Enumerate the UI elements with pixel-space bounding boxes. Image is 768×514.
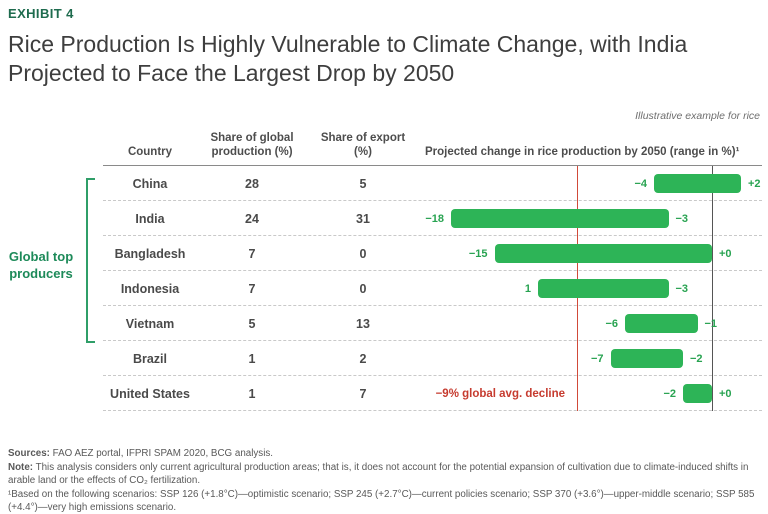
table-row: India 24 31 −18 −3 xyxy=(0,201,768,236)
range-low-label: −2 xyxy=(663,387,676,400)
global-average-annotation: −9% global avg. decline xyxy=(435,387,565,400)
row-separator xyxy=(103,235,762,236)
table-row: United States 1 7 −2 +0 −9% global avg. … xyxy=(0,376,768,411)
range-high-label: −1 xyxy=(704,317,718,330)
production-cell: 28 xyxy=(245,176,259,191)
export-cell: 31 xyxy=(356,211,370,226)
country-cell: China xyxy=(132,176,168,191)
country-cell: Brazil xyxy=(132,351,168,366)
column-header-export: Share of export (%) xyxy=(320,132,406,158)
group-bracket xyxy=(86,178,95,343)
range-low-label: −18 xyxy=(425,212,444,225)
page-title-line1: Rice Production Is Highly Vulnerable to … xyxy=(8,31,688,57)
page-title-line2: Projected to Face the Largest Drop by 20… xyxy=(8,60,455,86)
illustrative-note: Illustrative example for rice xyxy=(635,110,760,122)
footnote-line: ¹Based on the following scenarios: SSP 1… xyxy=(8,488,760,514)
row-separator xyxy=(103,340,762,341)
country-cell: United States xyxy=(110,386,190,401)
range-low-label: −6 xyxy=(605,317,618,330)
country-cell: Bangladesh xyxy=(114,246,186,261)
production-cell: 24 xyxy=(245,211,259,226)
production-cell: 7 xyxy=(248,246,256,261)
range-bar xyxy=(610,349,683,368)
zero-reference-line xyxy=(712,166,713,411)
sources-text: FAO AEZ portal, IFPRI SPAM 2020, BCG ana… xyxy=(49,448,273,459)
range-high-label: −3 xyxy=(675,212,689,225)
export-cell: 0 xyxy=(359,246,367,261)
column-header-projection: Projected change in rice production by 2… xyxy=(425,146,740,158)
range-low-label: −7 xyxy=(590,352,604,365)
production-cell: 5 xyxy=(248,316,256,331)
sources-label: Sources: xyxy=(8,448,50,459)
column-header-country: Country xyxy=(127,146,173,158)
country-cell: Vietnam xyxy=(125,316,175,331)
production-cell: 7 xyxy=(248,281,256,296)
range-low-label: −4 xyxy=(634,177,647,190)
range-high-label: −2 xyxy=(690,352,703,365)
table-row: Brazil 1 2 −7 −2 xyxy=(0,341,768,376)
row-separator xyxy=(103,270,762,271)
export-cell: 0 xyxy=(359,281,367,296)
table-rows: China 28 5 −4 +2 India 24 31 −18 −3 Bang… xyxy=(0,166,768,411)
row-separator xyxy=(103,375,762,376)
production-cell: 1 xyxy=(248,351,256,366)
table-row: Bangladesh 7 0 −15 +0 xyxy=(0,236,768,271)
page-title: Rice Production Is Highly Vulnerable to … xyxy=(8,30,738,88)
range-bar xyxy=(683,384,712,403)
country-cell: India xyxy=(135,211,165,226)
table-row: China 28 5 −4 +2 xyxy=(0,166,768,201)
column-header-production: Share of global production (%) xyxy=(210,132,294,158)
row-separator xyxy=(103,410,762,411)
group-label: Global top producers xyxy=(8,249,74,281)
production-cell: 1 xyxy=(248,386,256,401)
header-rule xyxy=(103,165,762,166)
export-cell: 13 xyxy=(356,316,370,331)
export-cell: 5 xyxy=(359,176,367,191)
range-bar xyxy=(451,209,669,228)
footnote-text: ¹Based on the following scenarios: SSP 1… xyxy=(8,488,755,514)
country-cell: Indonesia xyxy=(120,281,180,296)
exhibit-label: EXHIBIT 4 xyxy=(8,6,74,21)
note-text: This analysis considers only current agr… xyxy=(8,461,749,487)
range-low-label: 1 xyxy=(524,282,531,295)
row-separator xyxy=(103,200,762,201)
range-high-label: +0 xyxy=(719,387,732,400)
footer: Sources: FAO AEZ portal, IFPRI SPAM 2020… xyxy=(8,447,760,514)
range-bar xyxy=(625,314,698,333)
export-cell: 2 xyxy=(359,351,367,366)
range-low-label: −15 xyxy=(468,247,488,260)
export-cell: 7 xyxy=(359,386,367,401)
table-row: Indonesia 7 0 1 −3 xyxy=(0,271,768,306)
note-label: Note: xyxy=(8,461,34,473)
range-high-label: +0 xyxy=(719,247,732,260)
range-high-label: +2 xyxy=(748,177,761,190)
range-high-label: −3 xyxy=(675,282,689,295)
range-bar xyxy=(494,244,712,263)
range-bar xyxy=(538,279,669,298)
range-bar xyxy=(654,174,741,193)
note-line: Note: This analysis considers only curre… xyxy=(8,461,760,488)
table-row: Vietnam 5 13 −6 −1 xyxy=(0,306,768,341)
sources-line: Sources: FAO AEZ portal, IFPRI SPAM 2020… xyxy=(8,447,760,461)
row-separator xyxy=(103,305,762,306)
